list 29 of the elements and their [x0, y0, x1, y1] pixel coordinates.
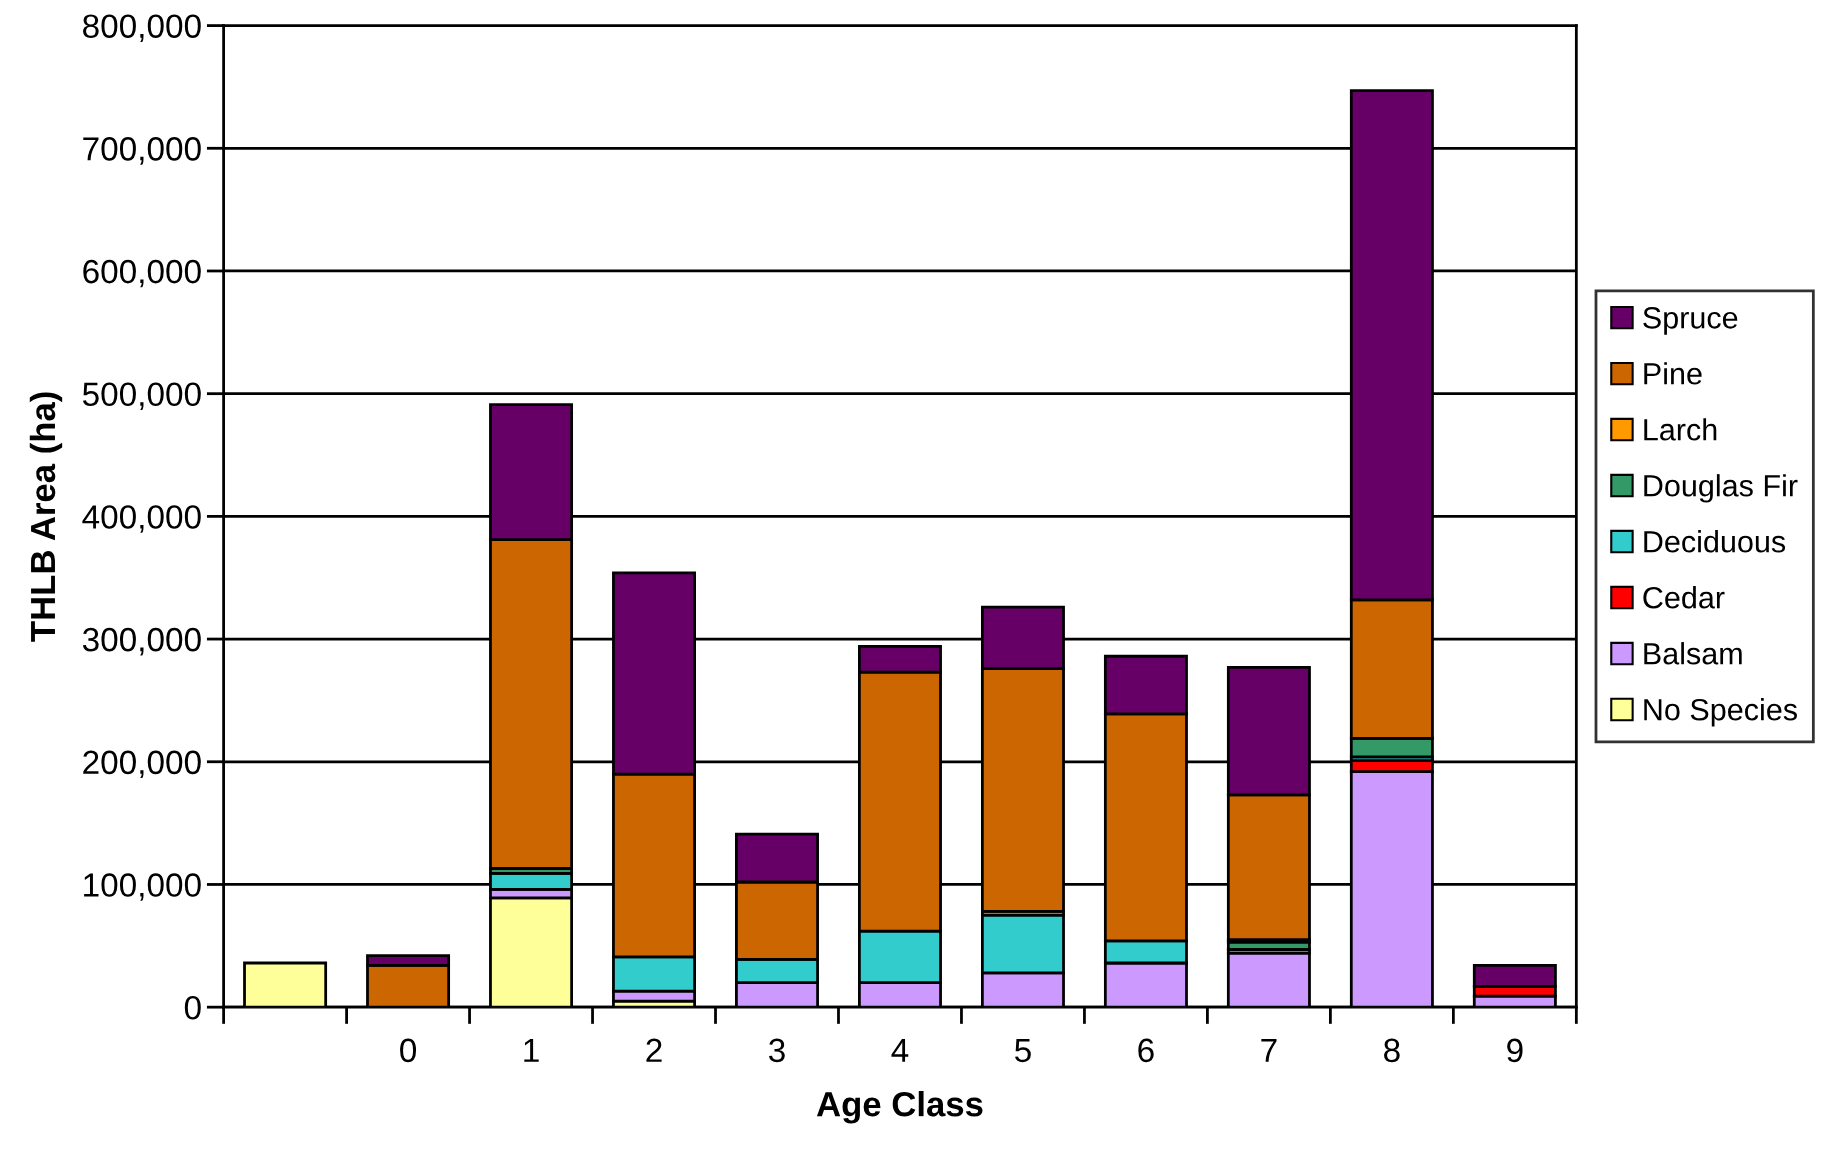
legend-label: Douglas Fir [1644, 474, 1798, 503]
x-tick-label: 3 [769, 1038, 785, 1063]
y-tick-label: 200,000 [83, 750, 201, 779]
x-tick-label: 7 [1261, 1038, 1277, 1062]
x-tick-label: 0 [400, 1038, 417, 1063]
legend-label: Deciduous [1644, 530, 1786, 553]
x-tick-label: 1 [524, 1038, 539, 1062]
y-tick-label: 600,000 [83, 259, 201, 288]
x-tick-label: 8 [1384, 1038, 1400, 1063]
x-axis-title: Age Class [816, 1091, 983, 1124]
legend-label: Cedar [1643, 586, 1725, 609]
x-tick-label: 4 [891, 1038, 909, 1062]
y-tick-label: 400,000 [82, 505, 201, 533]
legend-label: Pine [1644, 362, 1702, 385]
x-tick-label: 2 [646, 1038, 662, 1062]
y-tick-label: 100,000 [84, 873, 201, 901]
y-tick-label: 300,000 [82, 627, 201, 656]
legend-label: Spruce [1643, 306, 1738, 335]
legend-label: Balsam [1644, 642, 1742, 665]
x-tick-label: 5 [1015, 1038, 1031, 1063]
x-tick-label: 9 [1507, 1038, 1523, 1063]
legend-label: Larch [1644, 418, 1717, 441]
y-tick-label: 500,000 [82, 382, 201, 411]
y-tick-label: 0 [184, 995, 201, 1020]
y-axis-title: THLB Area (ha) [29, 392, 63, 642]
legend-label: No Species [1644, 698, 1797, 727]
y-tick-label: 800,000 [83, 14, 201, 42]
y-tick-label: 700,000 [83, 137, 201, 165]
x-tick-label: 6 [1138, 1038, 1154, 1063]
